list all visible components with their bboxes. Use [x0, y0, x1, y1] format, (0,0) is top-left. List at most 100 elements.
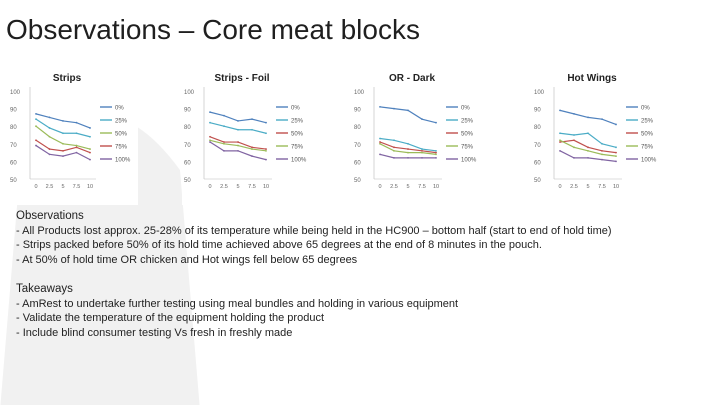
data-point	[251, 146, 253, 149]
chart-title: Strips	[53, 73, 82, 84]
chart-hot-wings: Hot Wings 50 60 70 80 90 100 0 2.5 5 7.5 10 0% 25% 50%…	[532, 67, 664, 205]
data-point	[435, 153, 437, 156]
y-tick-label: 60	[10, 160, 17, 166]
x-tick-label: 7.5	[73, 184, 81, 190]
y-tick-label: 100	[354, 90, 365, 96]
data-point	[573, 156, 575, 159]
data-point	[559, 109, 561, 112]
data-point	[237, 149, 239, 152]
data-point	[601, 118, 603, 121]
data-point	[379, 142, 381, 145]
data-point	[615, 155, 617, 158]
legend-label: 25%	[461, 119, 474, 125]
x-tick-label: 5	[406, 184, 409, 190]
data-point	[209, 139, 211, 142]
takeaway-item: - Validate the temperature of the equipm…	[16, 312, 324, 325]
y-tick-label: 90	[534, 108, 541, 114]
data-point	[48, 127, 51, 129]
y-tick-label: 90	[354, 108, 361, 114]
series-line	[559, 132, 617, 148]
observation-item: - At 50% of hold time OR chicken and Hot…	[16, 253, 358, 266]
data-point	[435, 156, 437, 159]
x-tick-label: 7.5	[248, 184, 256, 190]
x-tick-label: 10	[433, 184, 439, 190]
data-point	[223, 125, 225, 128]
data-point	[435, 151, 437, 154]
data-point	[89, 135, 91, 138]
x-tick-label: 10	[87, 184, 93, 190]
y-tick-label: 80	[10, 125, 17, 131]
y-tick-label: 80	[534, 125, 541, 131]
legend-label: 50%	[291, 132, 304, 138]
data-point	[435, 121, 437, 124]
chart-strips-foil: Strips - Foil 50 60 70 80 90 100 0 2.5 5 7.5 10 0% 25…	[182, 67, 314, 205]
data-point	[393, 149, 395, 152]
data-point	[615, 123, 617, 126]
data-point	[601, 149, 603, 152]
data-point	[587, 156, 589, 159]
data-point	[407, 142, 409, 145]
series-line	[559, 150, 617, 162]
legend-label: 100%	[461, 158, 477, 164]
legend-label: 25%	[291, 119, 304, 125]
data-point	[89, 148, 91, 150]
legend-label: 25%	[115, 119, 128, 125]
data-point	[62, 132, 64, 135]
data-point	[573, 134, 575, 136]
data-point	[615, 146, 617, 149]
data-point	[393, 107, 395, 110]
data-point	[587, 149, 589, 152]
data-point	[421, 156, 423, 159]
data-point	[62, 155, 64, 158]
data-point	[615, 160, 617, 163]
data-point	[209, 135, 211, 138]
data-point	[223, 141, 225, 143]
data-point	[379, 137, 381, 140]
data-point	[559, 139, 561, 142]
page-title: Observations – Core meat blocks	[6, 14, 420, 45]
takeaway-item: - AmRest to undertake further testing us…	[16, 297, 459, 310]
data-point	[265, 149, 267, 152]
y-tick-label: 70	[10, 143, 17, 149]
legend-label: 0%	[291, 106, 300, 112]
data-point	[379, 141, 381, 143]
data-point	[421, 151, 423, 154]
observations-section: Observations - All Products lost approx.…	[16, 209, 716, 267]
data-point	[237, 120, 239, 122]
data-point	[393, 156, 395, 159]
legend-label: 75%	[115, 145, 128, 151]
x-tick-label: 0	[208, 184, 211, 190]
data-point	[89, 151, 91, 154]
data-point	[559, 141, 561, 143]
data-point	[407, 156, 409, 159]
data-point	[393, 146, 395, 149]
chart-title: Strips - Foil	[215, 73, 270, 84]
x-tick-label: 0	[558, 184, 561, 190]
y-tick-label: 50	[10, 178, 17, 184]
data-point	[601, 153, 603, 156]
takeaways-section: Takeaways - AmRest to undertake further …	[16, 282, 716, 340]
data-point	[237, 144, 239, 147]
data-point	[421, 118, 423, 121]
data-point	[62, 149, 64, 152]
legend-label: 75%	[641, 145, 654, 151]
y-tick-label: 50	[354, 178, 361, 184]
x-tick-label: 0	[378, 184, 381, 190]
data-point	[251, 128, 253, 131]
data-point	[265, 158, 267, 161]
y-tick-label: 70	[534, 143, 541, 149]
data-point	[251, 118, 253, 121]
legend-label: 0%	[115, 106, 124, 112]
x-tick-label: 5	[61, 184, 64, 190]
y-tick-label: 100	[534, 90, 545, 96]
x-tick-label: 2.5	[220, 184, 228, 190]
data-point	[48, 135, 51, 138]
y-tick-label: 90	[10, 108, 17, 114]
series-line	[35, 145, 91, 161]
data-point	[573, 112, 575, 115]
x-tick-label: 7.5	[418, 184, 426, 190]
data-point	[559, 149, 561, 152]
data-point	[48, 116, 51, 119]
